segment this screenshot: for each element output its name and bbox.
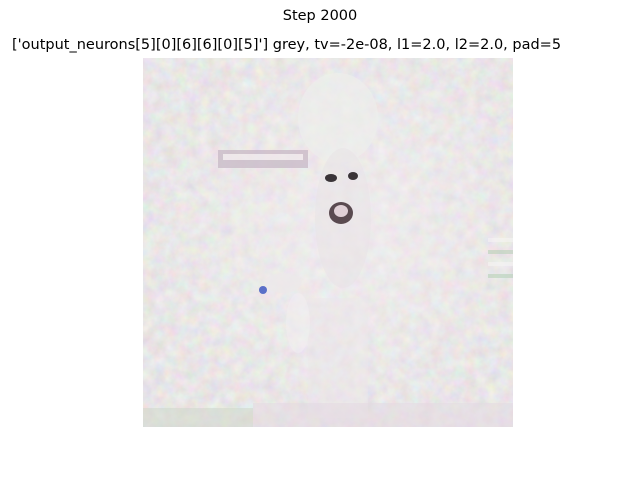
figure-subtitle: ['output_neurons[5][0][6][6][0][5]'] gre…: [12, 37, 562, 53]
face-features: [325, 172, 358, 224]
figure-silhouette: [286, 73, 378, 418]
bottom-band: [143, 403, 513, 427]
figure-title: Step 2000: [282, 8, 358, 24]
neuron-visualization-image: [143, 58, 513, 427]
right-edge-stripes: [488, 238, 513, 278]
arm-bar: [218, 150, 308, 168]
hand-object: [259, 273, 301, 294]
